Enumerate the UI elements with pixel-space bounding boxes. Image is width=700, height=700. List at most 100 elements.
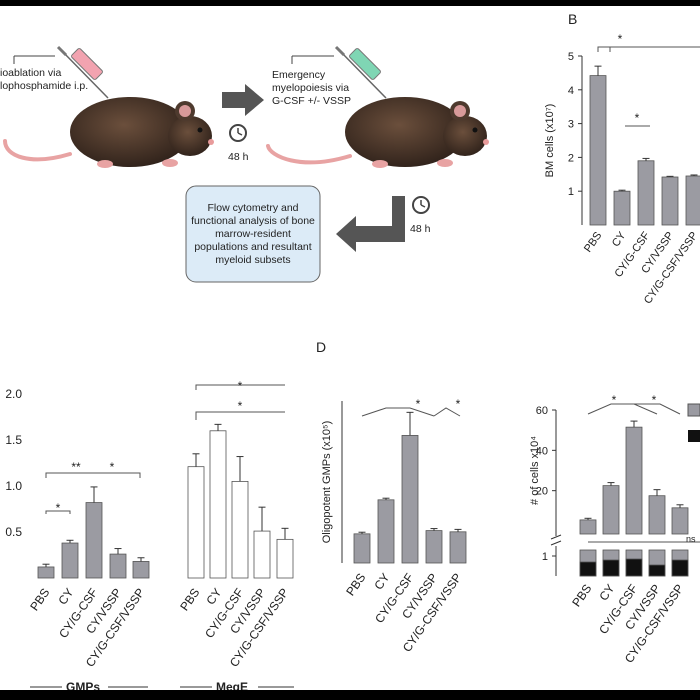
b-cat-1: CY xyxy=(610,229,629,249)
c-mege-bar-2 xyxy=(231,480,249,579)
d-cat-0: PBS xyxy=(343,571,368,599)
e-cat-1: CY xyxy=(596,582,617,604)
c-ytick-label-1.0: 1.0 xyxy=(5,479,22,493)
b-bar-0 xyxy=(589,75,607,226)
c-mege-bar-1 xyxy=(209,430,227,579)
e-ytick-label-40: 40 xyxy=(536,445,548,457)
c-gmp-cat-0: PBS xyxy=(27,586,52,614)
b-bar-1 xyxy=(613,190,631,226)
e-lower-black-1 xyxy=(602,559,620,577)
step1-line2: lophosphamide i.p. xyxy=(0,80,88,92)
e-ns-label: ns xyxy=(686,534,696,544)
e-ytick-lower-label-1: 1 xyxy=(542,551,548,563)
b-sig-bracket-1 xyxy=(597,46,700,52)
e-sig-star-1: * xyxy=(612,393,617,407)
e-lower-black-4 xyxy=(671,559,689,577)
c-gmp-bar-3 xyxy=(109,553,127,579)
b-ytick-label-3: 3 xyxy=(568,119,574,131)
d-bar-1 xyxy=(377,499,395,564)
b-ytick-label-4: 4 xyxy=(568,85,574,97)
panel-letter-d: D xyxy=(316,339,326,355)
d-bar-4 xyxy=(449,531,467,564)
c-sig-5 xyxy=(195,384,285,390)
c-mege-bar-0 xyxy=(187,466,205,579)
e-sig-star-2: * xyxy=(652,393,657,407)
c-sig-2 xyxy=(45,472,141,478)
e-ytick-label-60: 60 xyxy=(536,405,548,417)
syringe-1 xyxy=(56,45,109,99)
step2-line3: G-CSF +/- VSSP xyxy=(272,95,351,107)
arrow-right xyxy=(222,84,264,116)
flow-box-text: Flow cytometry and functional analysis o… xyxy=(191,201,315,266)
e-lower-black-3 xyxy=(648,564,666,577)
group-label-gmps: GMPs xyxy=(66,680,100,690)
b-bar-2 xyxy=(637,160,655,226)
e-upper-bar-3 xyxy=(648,495,666,535)
d-sig-2 xyxy=(433,407,461,417)
e-legend-black xyxy=(688,430,700,442)
c-gmp-bar-0 xyxy=(37,566,55,579)
d-bar-0 xyxy=(353,533,371,564)
arrow-return xyxy=(336,196,405,252)
step2-line1: Emergency xyxy=(272,69,326,81)
syringe-2 xyxy=(334,45,387,99)
step2-line2: myelopoiesis via xyxy=(272,82,349,94)
e-upper-bar-1 xyxy=(602,485,620,535)
figure-canvas: B D ioablation via lophosphamide i.p. xyxy=(0,11,700,690)
b-bar-4 xyxy=(685,175,700,226)
c-mege-bar-4 xyxy=(276,538,294,579)
e-upper-bar-2 xyxy=(625,426,643,535)
c-mege-cat-0: PBS xyxy=(177,586,202,614)
c-ytick-label-1.5: 1.5 xyxy=(5,433,22,447)
d-sig-star-2: * xyxy=(456,397,461,411)
c-sig-1 xyxy=(45,510,71,514)
e-cat-0: PBS xyxy=(569,582,594,610)
time-label-1: 48 h xyxy=(228,151,249,163)
c-sig-star-5: * xyxy=(238,379,243,393)
b-ytick-label-2: 2 xyxy=(568,152,574,164)
c-gmp-bar-2 xyxy=(85,502,103,579)
c-ytick-label-0.5: 0.5 xyxy=(5,525,22,539)
d-ylabel: Oligopotent GMPs (x10⁵) xyxy=(321,421,333,544)
chart-d: Oligopotent GMPs (x10⁵)PBS CYCY/G-CSFCY/V… xyxy=(321,397,467,655)
c-sig-star-1: * xyxy=(56,501,61,515)
b-sig-star-2: * xyxy=(635,111,640,125)
e-sig-2 xyxy=(634,403,681,415)
clock-icon-2 xyxy=(412,196,430,214)
b-bar-3 xyxy=(661,176,679,226)
c-sig-star-3: * xyxy=(110,460,115,474)
time-label-2: 48 h xyxy=(410,223,431,235)
d-sig-star-1: * xyxy=(416,397,421,411)
e-upper-bar-4 xyxy=(671,507,689,535)
figure-panel: B D ioablation via lophosphamide i.p. xyxy=(0,6,700,690)
clock-icon-1 xyxy=(229,124,247,142)
e-legend-gray xyxy=(687,403,700,417)
e-ytick-label-20: 20 xyxy=(536,486,548,498)
c-gmp-bar-4 xyxy=(132,561,150,579)
step1-line1: ioablation via xyxy=(0,67,61,79)
c-sig-4 xyxy=(195,411,285,420)
e-ylabel: # of cells x10⁴ xyxy=(529,436,541,505)
c-ytick-label-2.0: 2.0 xyxy=(5,387,22,401)
e-break-1 xyxy=(550,534,562,540)
e-sig-1 xyxy=(587,403,658,415)
d-cat-1: CY xyxy=(371,571,392,593)
b-ytick-label-1: 1 xyxy=(568,186,574,198)
c-sig-star-4: * xyxy=(238,399,243,413)
d-bar-2 xyxy=(401,435,419,564)
e-lower-black-2 xyxy=(625,558,643,577)
d-bar-3 xyxy=(425,530,443,564)
e-break-2 xyxy=(550,540,562,546)
c-mege-bar-3 xyxy=(253,530,271,579)
b-ylabel: BM cells (x10⁷) xyxy=(544,104,556,178)
group-label-mege: MegE xyxy=(216,680,248,690)
mouse-1 xyxy=(3,97,214,168)
d-sig-1 xyxy=(361,407,435,417)
b-cat-0: PBS xyxy=(582,230,604,255)
flow-box xyxy=(185,185,321,283)
e-lower-black-0 xyxy=(579,561,597,577)
mouse-2 xyxy=(266,97,489,168)
c-gmp-cat-1: CY xyxy=(55,586,76,608)
